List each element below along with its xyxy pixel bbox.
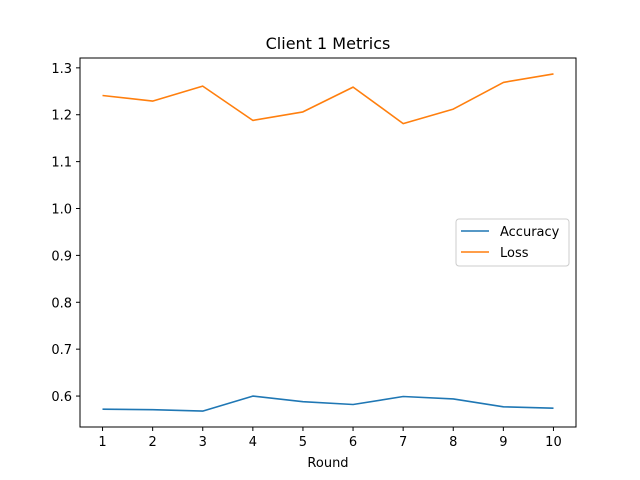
y-tick-label: 0.6: [51, 390, 72, 405]
axes-layer: [79, 57, 577, 428]
x-tick-label: 9: [499, 435, 507, 450]
y-tick-label: 1.1: [51, 156, 72, 171]
y-tick-label: 1.3: [51, 62, 72, 77]
x-tick-label: 5: [299, 435, 307, 450]
series-line-accuracy: [102, 395, 554, 412]
x-tick-label: 3: [199, 435, 207, 450]
plot-frame: [79, 57, 577, 428]
y-tick-label: 0.9: [51, 249, 72, 264]
x-axis-ticks: 1 2 3 4 5 6 7 8 9 10: [98, 427, 562, 450]
legend-label-accuracy: Accuracy: [500, 225, 560, 240]
x-tick-label: 6: [349, 435, 357, 450]
x-tick-label: 7: [399, 435, 407, 450]
series-line-loss: [102, 73, 554, 125]
chart-title: Client 1 Metrics: [266, 34, 391, 53]
x-axis-label: Round: [307, 456, 348, 471]
legend-label-loss: Loss: [500, 246, 529, 261]
x-tick-label: 2: [149, 435, 157, 450]
y-tick-label: 1.2: [51, 109, 72, 124]
x-tick-label: 1: [98, 435, 106, 450]
y-tick-label: 0.7: [51, 343, 72, 358]
x-tick-label: 4: [249, 435, 257, 450]
series-layer: [102, 73, 554, 412]
legend: Accuracy Loss: [455, 218, 570, 267]
x-tick-label: 8: [449, 435, 457, 450]
x-tick-label: 10: [545, 435, 562, 450]
y-axis-ticks: 0.6 0.7 0.8 0.9 1.0 1.1 1.2 1.3: [51, 62, 80, 405]
y-tick-label: 0.8: [51, 296, 72, 311]
y-tick-label: 1.0: [51, 203, 72, 218]
